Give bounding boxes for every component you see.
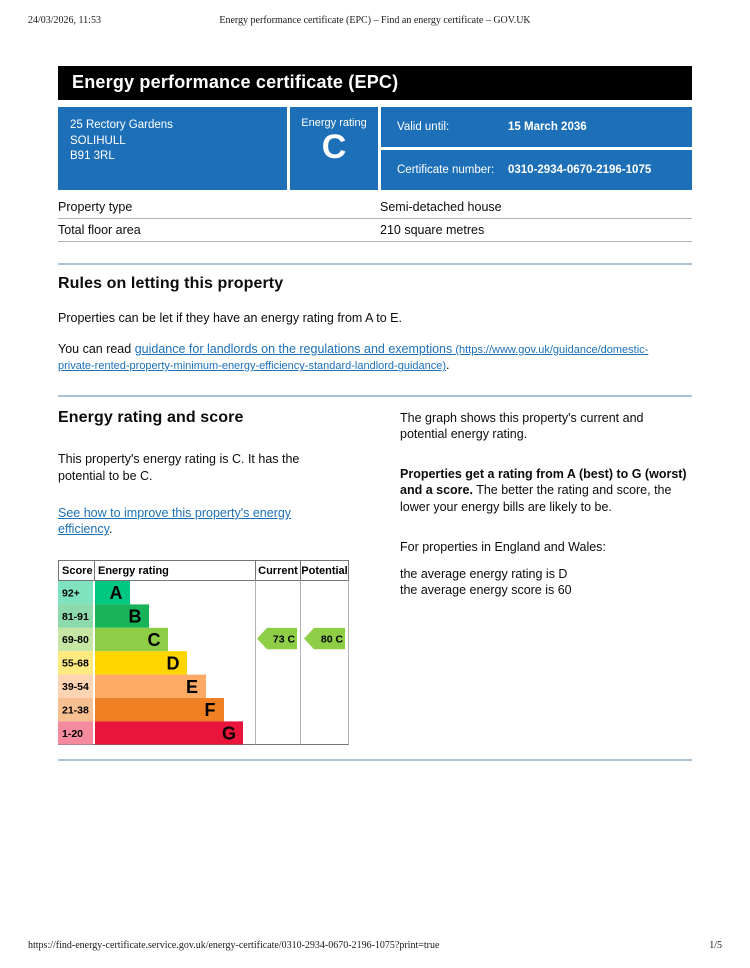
table-row: Total floor area 210 square metres [58,219,692,242]
certificate-number-value: 0310-2934-0670-2196-1075 [508,163,652,176]
certificate-number-label: Certificate number: [397,163,495,176]
score-range-a: 92+ [62,588,80,600]
rating-explanation-text: Properties get a rating from A (best) to… [400,466,692,515]
improve-suffix-text: . [108,522,113,537]
average-rating-line: the average energy rating is D [400,567,568,582]
score-range-f: 21-38 [62,705,89,717]
score-range-g: 1-20 [62,728,83,740]
score-range-e: 39-54 [62,681,89,693]
improve-efficiency-link[interactable]: See how to improve this property's energ… [58,506,291,536]
section-divider [58,759,692,762]
certificate-title: Energy performance certificate (EPC) [72,72,399,93]
column-header-potential: Potential [301,565,347,577]
address-line-3: B91 3RL [70,150,115,163]
rules-paragraph: Properties can be let if they have an en… [58,310,402,325]
certificate-banner: Energy performance certificate (EPC) [58,66,692,100]
graph-description-text: The graph shows this property's current … [400,410,644,441]
address-line-1: 25 Rectory Gardens [70,119,173,131]
rating-summary-text: This property's energy rating is C. It h… [58,452,300,483]
energy-rating-section: Energy rating and score This property's … [58,397,692,747]
rules-heading: Rules on letting this property [58,275,284,292]
property-facts-table: Property type Semi-detached house Total … [58,196,692,242]
print-header: 24/03/2026, 11:53 Energy performance cer… [28,14,722,27]
guidance-prefix-text: You can read [58,342,135,357]
score-range-d: 55-68 [62,658,89,670]
potential-rating-arrow [304,628,345,650]
band-letter-e: E [186,677,198,697]
band-letter-f: F [205,701,216,721]
table-row: Property type Semi-detached house [58,196,692,219]
band-f [95,698,224,722]
energy-rating-label: Energy rating [301,117,367,129]
energy-rating-box: Energy rating C [290,107,378,190]
band-g [95,721,243,745]
band-d [95,651,187,676]
band-letter-g: G [222,724,236,744]
epc-rating-graph: Score Energy rating Current Potential 92… [58,560,349,746]
section-divider [58,263,692,265]
band-letter-a: A [110,584,123,604]
current-rating-arrow [257,628,297,650]
landlord-guidance-link-url: (https://www.gov.uk/guidance/domestic-pr… [58,344,649,373]
rules-section: Rules on letting this property Propertie… [58,274,692,374]
rules-guidance-paragraph: You can read guidance for landlords on t… [58,341,670,374]
band-letter-d: D [167,654,180,674]
certificate-number-row: Certificate number: 0310-2934-0670-2196-… [381,150,692,190]
property-type-value: Semi-detached house [380,199,502,214]
address-line-2: SOLIHULL [70,134,126,147]
score-cell-f [58,698,93,722]
score-range-c: 69-80 [62,635,89,647]
print-footer: https://find-energy-certificate.service.… [28,939,722,952]
column-header-rating: Energy rating [98,565,169,577]
score-cell-a [58,581,93,605]
score-cell-g [58,721,93,745]
energy-rating-heading: Energy rating and score [58,408,244,426]
band-letter-b: B [129,607,142,627]
energy-rating-value: C [321,128,347,167]
floor-area-value: 210 square metres [380,222,485,237]
potential-rating-value: 80 C [321,634,344,646]
score-cell-b [58,604,93,629]
average-score-line: the average energy score is 60 [400,583,572,598]
guidance-suffix-text: . [446,358,450,373]
print-datetime: 24/03/2026, 11:53 [28,15,101,26]
band-letter-c: C [148,630,161,650]
band-c [95,628,168,652]
print-page-number: 1/5 [709,940,722,951]
rating-explanation-bold: Properties get a rating from A (best) to… [400,467,687,498]
improve-efficiency-link-text: See how to improve this property's energ… [58,505,292,537]
valid-until-row: Valid until: 15 March 2036 [381,107,692,147]
column-header-score: Score [62,565,93,577]
score-range-b: 81-91 [62,611,89,623]
property-address: 25 Rectory Gardens SOLIHULL B91 3RL [58,107,287,190]
score-cell-e [58,675,93,699]
column-header-current: Current [258,565,298,577]
score-cell-c [58,628,93,652]
band-a [95,581,130,605]
current-rating-value: 73 C [273,634,296,646]
landlord-guidance-link-text: guidance for landlords on the regulation… [134,342,453,357]
valid-until-value: 15 March 2036 [508,120,587,133]
section-divider [58,394,692,397]
england-wales-text: For properties in England and Wales: [400,539,606,554]
band-b [95,604,149,629]
print-doc-title: Energy performance certificate (EPC) – F… [219,15,531,26]
band-e [95,675,206,699]
rating-explanation-rest: The better the rating and score, the low… [400,483,672,514]
score-cell-d [58,651,93,676]
property-type-label: Property type [58,199,133,214]
landlord-guidance-link[interactable]: guidance for landlords on the regulation… [58,342,648,372]
valid-until-label: Valid until: [397,120,450,133]
certificate-summary: 25 Rectory Gardens SOLIHULL B91 3RL Ener… [58,107,692,190]
floor-area-label: Total floor area [58,222,141,237]
print-footer-url: https://find-energy-certificate.service.… [28,940,440,951]
